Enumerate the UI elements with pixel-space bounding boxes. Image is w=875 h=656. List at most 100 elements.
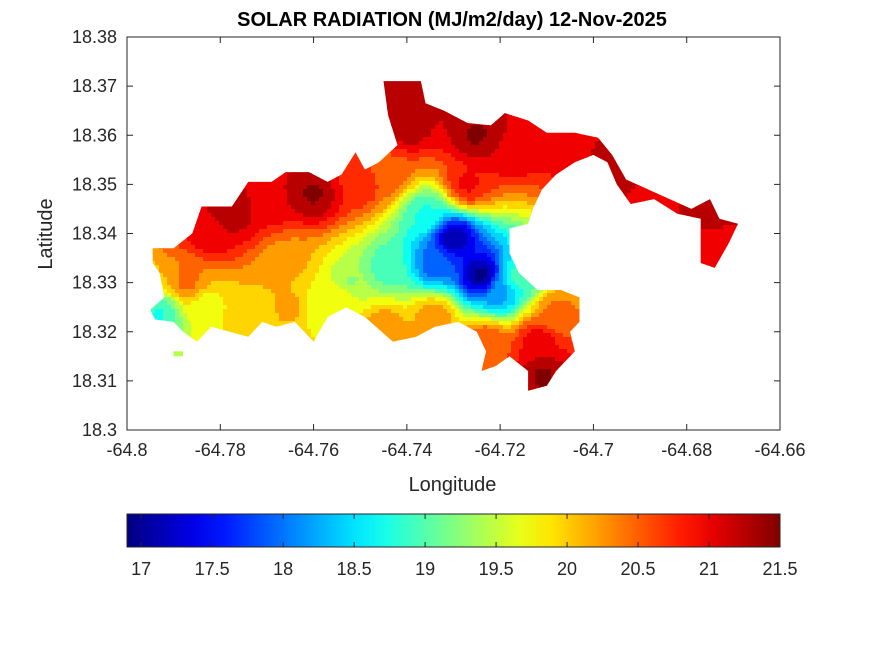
heat-cell: [519, 121, 524, 126]
heat-cell: [451, 137, 456, 142]
heat-cell: [499, 141, 504, 146]
heat-cell: [551, 137, 556, 142]
heat-cell: [455, 153, 460, 158]
heat-cell: [411, 81, 416, 86]
heat-cell: [419, 157, 424, 162]
heat-cell: [395, 157, 400, 162]
heat-cell: [439, 141, 444, 146]
heat-cell: [427, 117, 432, 122]
heat-cell: [407, 105, 412, 110]
heat-cell: [439, 109, 444, 114]
heat-cell: [547, 133, 552, 138]
heat-cell: [471, 133, 476, 138]
heat-cell: [495, 141, 500, 146]
heat-cell: [447, 129, 452, 134]
heat-cell: [407, 101, 412, 106]
heat-cell: [399, 109, 404, 114]
heat-cell: [459, 145, 464, 150]
heat-cell: [567, 137, 572, 142]
heat-cell: [539, 133, 544, 138]
heat-cell: [579, 133, 584, 138]
heat-cell: [423, 117, 428, 122]
heat-cell: [559, 153, 564, 158]
heat-cell: [587, 145, 592, 150]
heat-cell: [443, 149, 448, 154]
heat-cell: [583, 149, 588, 154]
heat-cell: [543, 141, 548, 146]
heat-cell: [555, 141, 560, 146]
heat-cell: [415, 149, 420, 154]
heat-cell: [407, 109, 412, 114]
heat-cell: [455, 137, 460, 142]
heat-cell: [395, 145, 400, 150]
heat-cell: [419, 97, 424, 102]
heat-cell: [595, 153, 600, 158]
heat-cell: [391, 125, 396, 130]
heat-cell: [539, 145, 544, 150]
heat-cell: [487, 137, 492, 142]
heat-cell: [391, 81, 396, 86]
heat-cell: [479, 137, 484, 142]
heat-cell: [387, 89, 392, 94]
heat-cell: [467, 153, 472, 158]
heat-cell: [443, 133, 448, 138]
heat-cell: [431, 105, 436, 110]
heat-cell: [419, 89, 424, 94]
heat-cell: [415, 89, 420, 94]
heat-cell: [411, 105, 416, 110]
heat-cell: [523, 153, 528, 158]
heat-cell: [431, 129, 436, 134]
heat-cell: [447, 125, 452, 130]
heat-cell: [547, 141, 552, 146]
heat-cell: [411, 109, 416, 114]
heat-cell: [387, 153, 392, 158]
heat-cell: [399, 97, 404, 102]
heat-cell: [475, 149, 480, 154]
heat-cell: [491, 121, 496, 126]
heat-cell: [435, 137, 440, 142]
heat-cell: [415, 133, 420, 138]
heat-cell: [519, 141, 524, 146]
heat-cell: [511, 141, 516, 146]
heat-cell: [495, 153, 500, 158]
heat-cell: [587, 137, 592, 142]
heat-cell: [395, 97, 400, 102]
heat-cell: [439, 137, 444, 142]
heat-cell: [491, 125, 496, 130]
heat-cell: [567, 145, 572, 150]
heat-cell: [403, 137, 408, 142]
heat-cell: [383, 85, 388, 90]
heat-cell: [503, 145, 508, 150]
heat-cell: [515, 129, 520, 134]
heat-cell: [463, 137, 468, 142]
heat-cell: [427, 133, 432, 138]
heat-cell: [395, 129, 400, 134]
heat-cell: [387, 97, 392, 102]
heat-cell: [471, 149, 476, 154]
heat-cell: [587, 153, 592, 158]
heat-cell: [439, 129, 444, 134]
heat-cell: [467, 149, 472, 154]
heat-cell: [431, 121, 436, 126]
heat-cell: [543, 133, 548, 138]
heat-cell: [395, 121, 400, 126]
heat-cell: [451, 117, 456, 122]
heat-cell: [471, 137, 476, 142]
heat-cell: [411, 129, 416, 134]
heat-cell: [439, 125, 444, 130]
heat-cell: [415, 93, 420, 98]
heat-cell: [451, 121, 456, 126]
heat-cell: [507, 149, 512, 154]
heat-cell: [415, 157, 420, 162]
heat-cell: [411, 149, 416, 154]
heat-cell: [515, 117, 520, 122]
heat-cell: [567, 133, 572, 138]
heat-cell: [527, 153, 532, 158]
heat-cell: [411, 89, 416, 94]
heat-cell: [387, 93, 392, 98]
heat-cell: [487, 149, 492, 154]
heat-cell: [415, 121, 420, 126]
heat-cell: [511, 129, 516, 134]
heat-cell: [587, 149, 592, 154]
heat-cell: [411, 133, 416, 138]
